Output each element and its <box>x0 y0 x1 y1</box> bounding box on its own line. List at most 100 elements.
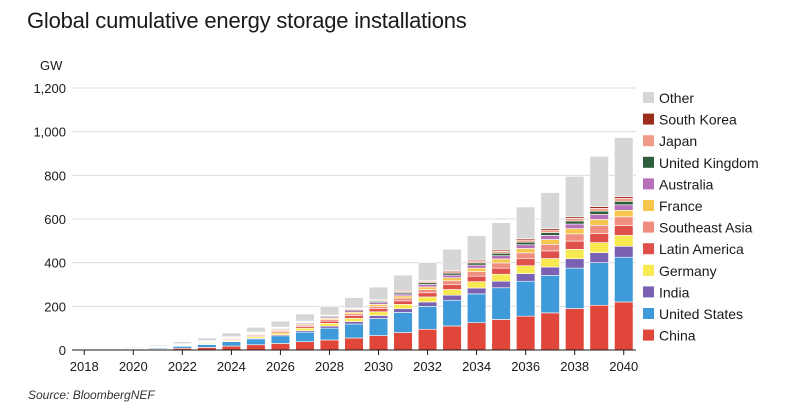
x-tick-label: 2024 <box>217 359 246 374</box>
bar-segment <box>491 273 511 282</box>
x-tick-label: 2018 <box>70 359 99 374</box>
bar-segment <box>491 287 511 320</box>
bar-segment <box>589 262 609 306</box>
bar-segment <box>148 344 168 347</box>
bar-segment <box>540 258 560 268</box>
bar-segment <box>368 311 389 316</box>
bar-segment <box>540 192 560 229</box>
bar-segment <box>466 235 487 261</box>
legend-label: France <box>659 198 703 214</box>
bar-segment <box>344 337 364 351</box>
bar-segment <box>466 271 487 277</box>
bar-segment <box>319 320 340 324</box>
bar-segment <box>466 281 487 289</box>
bar-segment <box>393 304 413 310</box>
bar-segment <box>466 264 487 269</box>
legend-label: Southeast Asia <box>659 220 753 236</box>
bar-segment <box>614 256 634 303</box>
legend-swatch <box>643 92 654 103</box>
bar-segment <box>442 294 462 301</box>
bar-segment <box>565 233 585 242</box>
bar-segment <box>368 335 389 351</box>
bar-segment <box>540 229 560 233</box>
bar-segment <box>123 347 143 349</box>
bar-segment <box>516 244 536 249</box>
bar-segment <box>516 280 536 317</box>
x-tick-label: 2026 <box>266 359 295 374</box>
bar-segment <box>466 267 487 272</box>
legend-label: Latin America <box>659 241 744 257</box>
bar-segment <box>368 306 389 310</box>
bars <box>74 137 634 351</box>
legend: Other South Korea Japan United Kingdom Austr… <box>643 90 759 344</box>
bar-segment <box>540 266 560 276</box>
bar-segment <box>417 296 438 303</box>
bar-segment <box>172 341 192 344</box>
y-tick-label: 400 <box>44 256 66 271</box>
bar-segment <box>491 319 511 351</box>
bar-segment <box>565 249 585 260</box>
bar-segment <box>565 240 585 250</box>
bar-segment <box>221 332 242 337</box>
bar-segment <box>417 286 438 290</box>
bar-segment <box>393 332 413 351</box>
bar-segment <box>589 156 609 207</box>
bar-segment <box>565 218 585 222</box>
bar-segment <box>565 228 585 235</box>
bar-segment <box>614 235 634 247</box>
bar-segment <box>393 308 413 313</box>
bar-segment <box>589 208 609 212</box>
bar-segment <box>491 258 511 264</box>
bar-segment <box>589 242 609 253</box>
y-tick-label: 600 <box>44 212 66 227</box>
bar-segment <box>417 306 438 330</box>
bar-segment <box>393 312 413 333</box>
legend-label: Germany <box>659 263 717 279</box>
bar-segment <box>466 275 487 282</box>
legend-swatch <box>643 286 654 298</box>
bar-segment <box>344 315 364 319</box>
bar-segment <box>344 321 364 325</box>
bar-segment <box>442 284 462 290</box>
bar-segment <box>393 297 413 302</box>
bar-segment <box>516 241 536 246</box>
bar-segment <box>221 345 242 351</box>
y-axis-label: GW <box>40 58 63 73</box>
bar-segment <box>393 274 413 291</box>
bar-segment <box>221 341 242 347</box>
bar-segment <box>589 233 609 243</box>
x-tick-label: 2040 <box>609 359 638 374</box>
bar-segment <box>368 315 389 319</box>
bar-segment <box>319 323 340 327</box>
bar-segment <box>368 318 389 336</box>
legend-swatch <box>643 329 654 341</box>
bar-segment <box>565 223 585 229</box>
bar-segment <box>417 289 438 294</box>
legend-label: China <box>659 328 696 344</box>
bar-segment <box>589 219 609 226</box>
bar-segment <box>197 337 217 341</box>
legend-label: Japan <box>659 133 697 149</box>
bar-segment <box>540 244 560 252</box>
bar-segment <box>491 280 511 289</box>
x-tick-label: 2038 <box>560 359 589 374</box>
x-tick-label: 2034 <box>462 359 491 374</box>
bar-segment <box>614 197 634 202</box>
bar-segment <box>393 295 413 299</box>
legend-swatch <box>643 200 654 211</box>
bar-segment <box>442 289 462 296</box>
bar-segment <box>442 280 462 286</box>
legend-swatch <box>643 113 654 125</box>
bar-segment <box>614 204 634 211</box>
bar-segment <box>319 327 340 341</box>
bar-segment <box>270 320 291 328</box>
bar-segment <box>614 201 634 206</box>
source-note: Source: BloombergNEF <box>28 388 155 402</box>
bar-segment <box>246 326 266 333</box>
bar-segment <box>614 301 634 351</box>
bar-segment <box>295 331 315 343</box>
x-axis: 2018 2020 2022 2024 2026 2028 2030 2032 2034 2036… <box>70 349 638 374</box>
bar-segment <box>516 315 536 351</box>
bar-segment <box>491 262 511 269</box>
